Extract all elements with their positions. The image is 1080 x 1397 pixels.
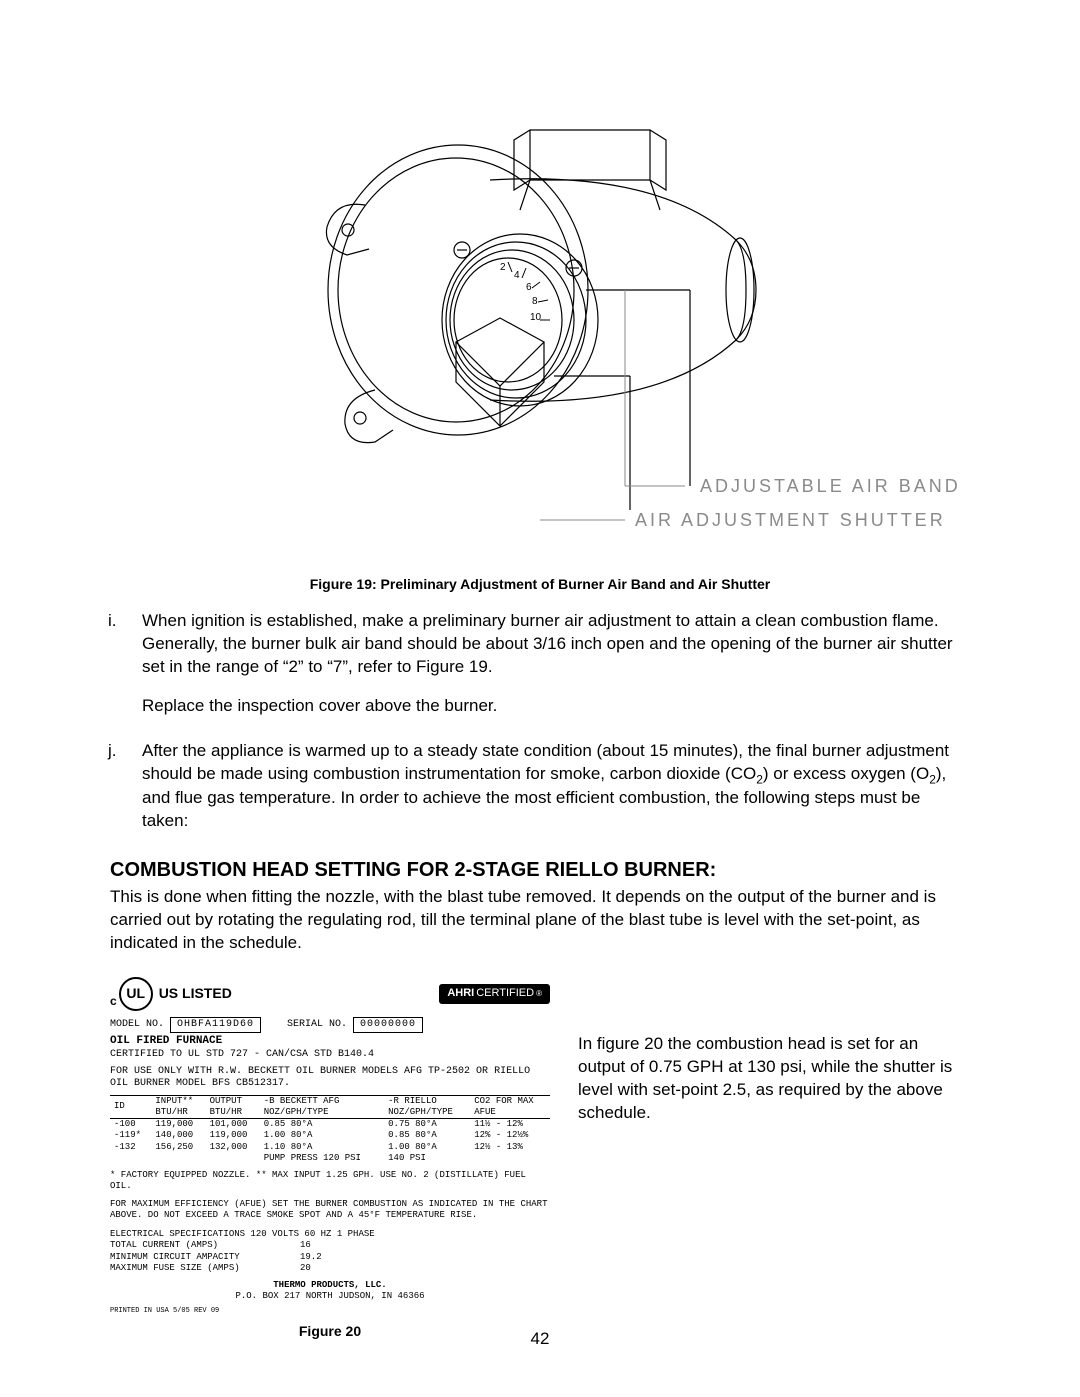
pump-press-left: PUMP PRESS 120 PSI (260, 1153, 384, 1164)
serial-label: SERIAL NO. (287, 1019, 347, 1032)
rating-label-card: c UL US LISTED AHRI CERTIFIED® MODEL NO.… (110, 977, 550, 1316)
table-cell: 156,250 (151, 1142, 205, 1153)
section-paragraph: This is done when fitting the nozzle, wi… (110, 886, 970, 955)
list-marker: i. (108, 610, 117, 633)
list-item-i: i. When ignition is established, make a … (142, 610, 970, 718)
model-value: OHBFA119D60 (170, 1017, 261, 1034)
serial-value: 00000000 (353, 1017, 423, 1034)
table-cell: 0.85 80°A (384, 1130, 470, 1141)
table-row: -132156,250132,0001.10 80°A1.00 80°A12½ … (110, 1142, 550, 1153)
table-cell: 140,000 (151, 1130, 205, 1141)
table-header: -B BECKETT AFGNOZ/GPH/TYPE (260, 1095, 384, 1119)
model-label: MODEL NO. (110, 1019, 164, 1032)
list-extra: Replace the inspection cover above the b… (142, 696, 497, 715)
table-cell: 12½ - 13% (470, 1142, 550, 1153)
ul-listed-text: US LISTED (159, 985, 232, 1003)
elec-spec-line: MAXIMUM FUSE SIZE (AMPS)20 (110, 1263, 550, 1274)
table-header: OUTPUTBTU/HR (206, 1095, 260, 1119)
section-heading: COMBUSTION HEAD SETTING FOR 2-STAGE RIEL… (110, 859, 970, 882)
pump-press-right: 140 PSI (384, 1153, 470, 1164)
table-row: -100119,000101,0000.85 80°A0.75 80°A11½ … (110, 1119, 550, 1131)
table-header: -R RIELLONOZ/GPH/TYPE (384, 1095, 470, 1119)
airband-label: ADJUSTABLE AIR BAND (700, 476, 961, 497)
cert-line: CERTIFIED TO UL STD 727 - CAN/CSA STD B1… (110, 1049, 550, 1062)
shutter-label: AIR ADJUSTMENT SHUTTER (635, 510, 946, 531)
use-line: FOR USE ONLY WITH R.W. BECKETT OIL BURNE… (110, 1066, 550, 1091)
figure-19: 2 4 6 8 10 ADJUSTABLE AIR BAND AIR ADJUS… (110, 90, 970, 570)
table-cell: 12% - 12½% (470, 1130, 550, 1141)
table-cell: 119,000 (151, 1119, 205, 1131)
list-item-j: j. After the appliance is warmed up to a… (142, 740, 970, 833)
ul-circle: UL (119, 977, 153, 1011)
table-cell: -119* (110, 1130, 151, 1141)
ahri-word: CERTIFIED (476, 987, 534, 1001)
table-cell: 11½ - 12% (470, 1119, 550, 1131)
table-cell: 0.85 80°A (260, 1119, 384, 1131)
table-cell: -132 (110, 1142, 151, 1153)
elec-heading: ELECTRICAL SPECIFICATIONS 120 VOLTS 60 H… (110, 1229, 550, 1240)
print-info: PRINTED IN USA 5/05 REV 09 (110, 1307, 550, 1316)
table-cell: -100 (110, 1119, 151, 1131)
footer-address: P.O. BOX 217 NORTH JUDSON, IN 46366 (235, 1291, 424, 1301)
elec-spec-line: MINIMUM CIRCUIT AMPACITY19.2 (110, 1252, 550, 1263)
table-cell: 101,000 (206, 1119, 260, 1131)
note-1: * FACTORY EQUIPPED NOZZLE. ** MAX INPUT … (110, 1170, 550, 1193)
list-text: When ignition is established, make a pre… (142, 611, 953, 676)
ahri-brand: AHRI (447, 987, 474, 1001)
ul-logo: c UL US LISTED (110, 977, 232, 1011)
elec-spec-line: TOTAL CURRENT (AMPS)16 (110, 1240, 550, 1251)
footer-company: THERMO PRODUCTS, LLC. (273, 1280, 386, 1290)
table-cell: 0.75 80°A (384, 1119, 470, 1131)
note-2: FOR MAXIMUM EFFICIENCY (AFUE) SET THE BU… (110, 1199, 550, 1222)
list-text: ) or excess oxygen (O (763, 764, 929, 783)
product-title: OIL FIRED FURNACE (110, 1035, 550, 1049)
table-cell: 1.00 80°A (384, 1142, 470, 1153)
subscript: 2 (929, 772, 936, 786)
table-cell: 119,000 (206, 1130, 260, 1141)
ul-c: c (110, 994, 117, 1009)
table-cell: 1.10 80°A (260, 1142, 384, 1153)
table-header: ID (110, 1095, 151, 1119)
table-cell: 1.00 80°A (260, 1130, 384, 1141)
figure-20-description: In figure 20 the combustion head is set … (578, 1033, 970, 1125)
list-marker: j. (108, 740, 117, 763)
ahri-logo: AHRI CERTIFIED® (439, 984, 550, 1004)
subscript: 2 (756, 772, 763, 786)
page-number: 42 (0, 1329, 1080, 1349)
table-header: INPUT**BTU/HR (151, 1095, 205, 1119)
spec-table: IDINPUT**BTU/HROUTPUTBTU/HR-B BECKETT AF… (110, 1095, 550, 1165)
table-row: -119*140,000119,0001.00 80°A0.85 80°A12%… (110, 1130, 550, 1141)
table-cell: 132,000 (206, 1142, 260, 1153)
table-header: CO2 FOR MAXAFUE (470, 1095, 550, 1119)
figure-19-caption: Figure 19: Preliminary Adjustment of Bur… (110, 576, 970, 592)
